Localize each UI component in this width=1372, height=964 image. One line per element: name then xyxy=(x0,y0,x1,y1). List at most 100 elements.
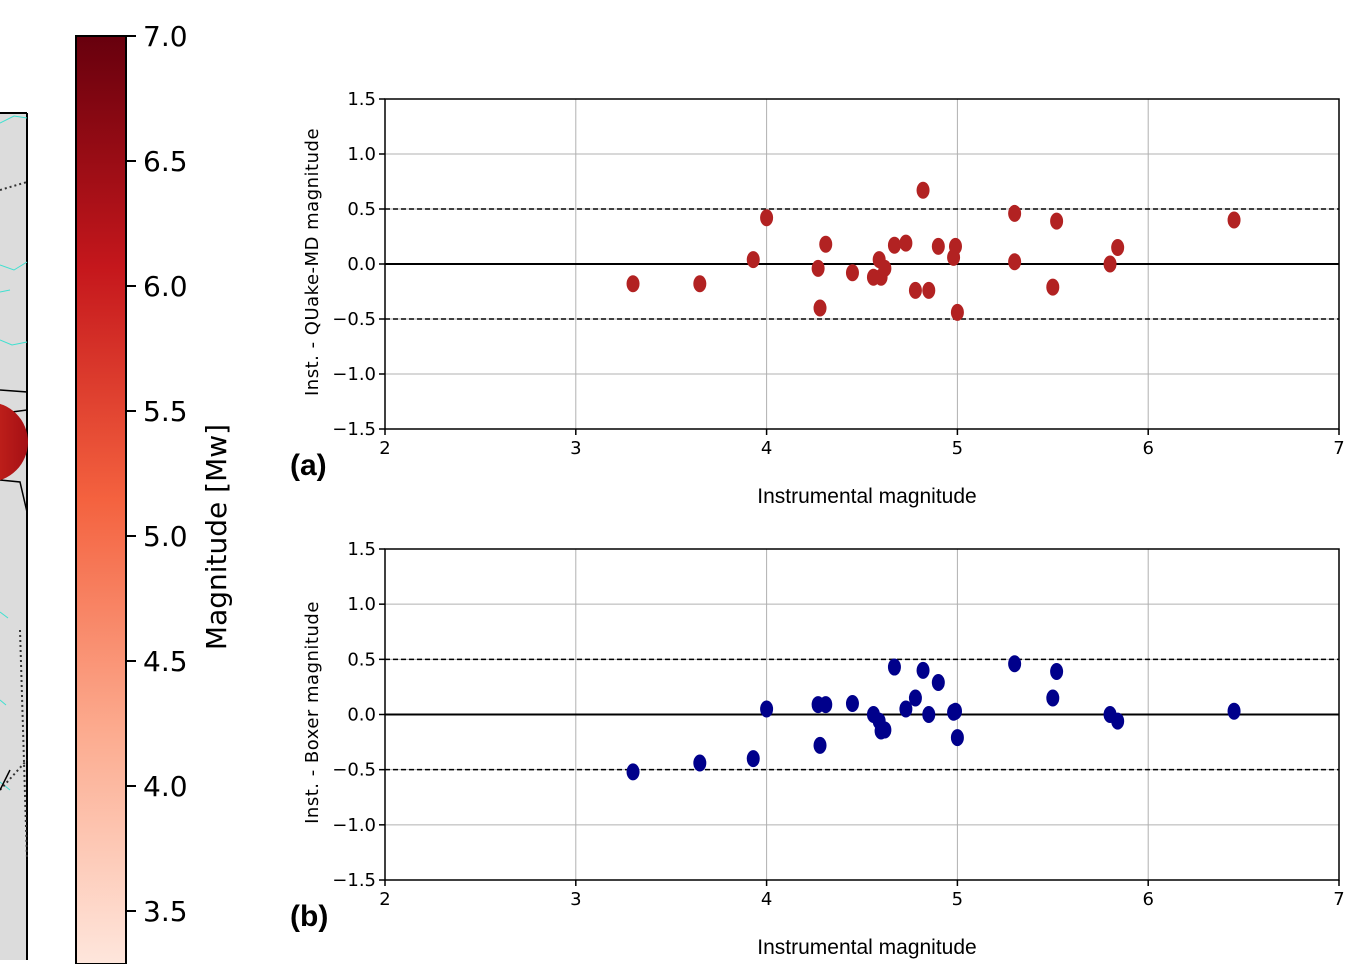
y-tick-label: −1.5 xyxy=(332,870,376,891)
data-point xyxy=(1050,212,1064,230)
map-contour xyxy=(0,699,7,706)
y-tick-label: −1.5 xyxy=(332,419,376,440)
map-coast xyxy=(0,769,11,791)
data-point xyxy=(1008,253,1022,271)
x-axis-label: Instrumental magnitude xyxy=(757,936,976,959)
y-axis-label: Inst. - Boxer magnitude xyxy=(302,601,323,824)
colorbar-tick-label: 3.5 xyxy=(143,895,188,928)
data-point xyxy=(948,237,962,255)
data-point xyxy=(845,264,859,282)
scatter-panel-b: 2 3 4 5 6 7 −1.5 −1.0 −0.5 0.0 0.5 1.0 1.5 Instrument… xyxy=(290,539,1345,959)
colorbar-frame xyxy=(75,35,127,964)
data-point xyxy=(760,209,774,227)
x-tick-label: 2 xyxy=(379,889,390,910)
colorbar-tick-label: 6.0 xyxy=(143,270,188,303)
data-point xyxy=(1008,204,1022,222)
data-point xyxy=(813,299,827,317)
colorbar-tick-label: 7.0 xyxy=(143,20,188,53)
map-dotted-line xyxy=(0,759,28,791)
x-tick-label: 3 xyxy=(570,889,581,910)
y-tick-label: 1.0 xyxy=(347,594,376,615)
colorbar-label: Magnitude [Mw] xyxy=(200,424,233,650)
data-point xyxy=(922,281,936,299)
data-point xyxy=(813,736,827,754)
x-tick-label: 5 xyxy=(952,889,963,910)
data-point xyxy=(950,729,964,747)
colorbar-tick-label: 6.5 xyxy=(143,145,188,178)
data-point xyxy=(1008,655,1022,673)
map-contour xyxy=(0,339,28,346)
data-point xyxy=(908,689,922,707)
x-tick-label: 2 xyxy=(379,438,390,459)
x-tick-label: 3 xyxy=(570,438,581,459)
data-point xyxy=(626,275,640,293)
data-point xyxy=(1227,211,1241,229)
data-point xyxy=(1111,239,1125,256)
x-tick-label: 4 xyxy=(761,438,772,459)
data-point xyxy=(931,674,945,692)
colorbar-gradient xyxy=(76,36,126,964)
map-fragment xyxy=(0,112,28,960)
data-point xyxy=(950,303,964,321)
data-point xyxy=(899,700,913,718)
data-point xyxy=(693,275,707,293)
data-point xyxy=(931,237,945,255)
data-point xyxy=(760,700,774,718)
y-tick-label: 0.5 xyxy=(347,649,376,670)
data-point xyxy=(878,259,892,277)
colorbar-tick-label: 4.5 xyxy=(143,645,188,678)
y-tick-label: 0.5 xyxy=(347,199,376,220)
y-tick-label: 0.0 xyxy=(347,254,376,275)
x-tick-label: 7 xyxy=(1333,889,1344,910)
y-tick-label: −0.5 xyxy=(332,309,376,330)
x-tick-label: 5 xyxy=(952,438,963,459)
map-coast xyxy=(0,389,28,413)
map-land xyxy=(0,113,27,960)
data-point xyxy=(887,658,901,676)
y-tick-label: 1.0 xyxy=(347,144,376,165)
x-axis-label: Instrumental magnitude xyxy=(757,485,976,508)
y-tick-label: 1.5 xyxy=(347,539,376,560)
map-epicenter-bubble xyxy=(0,403,28,481)
data-point xyxy=(1046,689,1060,707)
panel-label: (a) xyxy=(290,449,327,482)
data-point xyxy=(899,234,913,252)
map-contour xyxy=(0,781,11,791)
panel-label: (b) xyxy=(290,900,328,933)
map-coast xyxy=(0,479,28,513)
map-contour xyxy=(0,115,28,124)
data-point xyxy=(746,750,760,768)
data-point xyxy=(845,694,859,712)
y-tick-label: −1.0 xyxy=(332,815,376,836)
data-point xyxy=(1046,278,1060,296)
data-point xyxy=(746,251,760,269)
x-tick-label: 6 xyxy=(1142,438,1153,459)
map-dotted-line xyxy=(19,629,28,861)
colorbar-tick-label: 5.0 xyxy=(143,520,188,553)
data-point xyxy=(626,763,640,781)
data-point xyxy=(922,706,936,723)
data-point xyxy=(1050,662,1064,680)
y-tick-label: −1.0 xyxy=(332,364,376,385)
map-contour xyxy=(0,261,28,271)
x-tick-label: 4 xyxy=(761,889,772,910)
data-point xyxy=(878,721,892,739)
x-tick-label: 7 xyxy=(1333,438,1344,459)
x-tick-label: 6 xyxy=(1142,889,1153,910)
colorbar: 3.5 4.0 4.5 5.0 5.5 6.0 6.5 7.0 Magnitude [Mw] xyxy=(75,20,233,964)
data-point xyxy=(1227,702,1241,720)
map-contour xyxy=(0,289,11,293)
y-axis-label: Inst. - QUake-MD magnitude xyxy=(302,128,323,396)
y-tick-label: 0.0 xyxy=(347,705,376,726)
colorbar-tick-label: 5.5 xyxy=(143,395,188,428)
data-point xyxy=(693,754,707,772)
data-point xyxy=(1103,255,1117,273)
data-point xyxy=(819,696,833,714)
y-tick-label: 1.5 xyxy=(347,89,376,110)
map-contour xyxy=(0,611,9,619)
colorbar-tick-label: 4.0 xyxy=(143,770,188,803)
data-point xyxy=(948,702,962,720)
data-point xyxy=(1111,712,1125,730)
data-point xyxy=(811,259,825,277)
